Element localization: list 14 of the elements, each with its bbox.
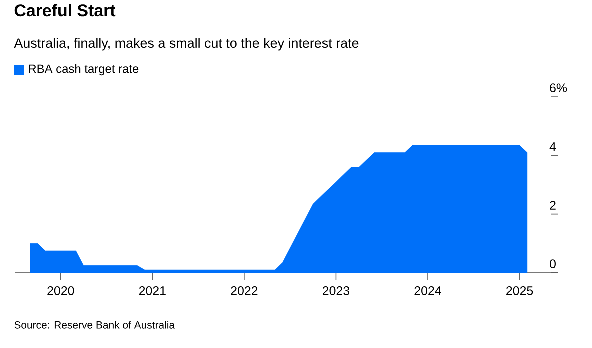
y-tick-label: 2 [550, 201, 556, 210]
chart-subtitle: Australia, finally, makes a small cut to the key interest rate [14, 38, 359, 51]
y-tick-label: 0 [550, 260, 556, 268]
source-note: Source: Reserve Bank of Australia [14, 321, 176, 329]
x-tick-label: 2024 [414, 286, 442, 296]
legend-label: RBA cash target rate [29, 64, 139, 76]
y-tick-label: 4 [550, 142, 556, 152]
x-tick-label: 2022 [231, 286, 258, 296]
y-tick-label: 6% [550, 84, 568, 92]
x-tick-label: 2023 [322, 286, 350, 296]
x-tick-label: 2021 [139, 286, 166, 296]
chart-title: Careful Start [14, 4, 116, 17]
x-tick-label: 2020 [48, 286, 74, 296]
x-tick-label: 2025 [506, 286, 534, 296]
